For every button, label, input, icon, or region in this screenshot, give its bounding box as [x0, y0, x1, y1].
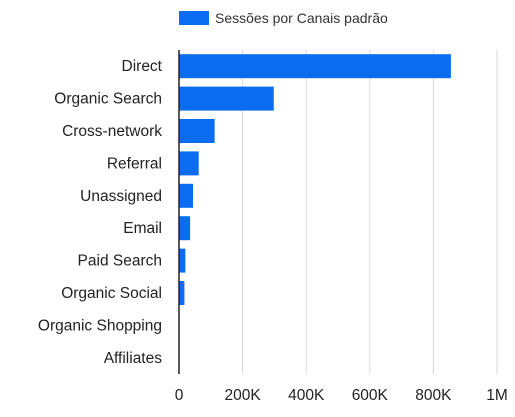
category-label: Paid Search [78, 253, 162, 270]
bar[interactable] [179, 54, 451, 79]
category-label: Direct [122, 58, 163, 75]
x-tick-label: 400K [288, 387, 325, 404]
bar[interactable] [179, 281, 185, 305]
category-label: Organic Search [54, 91, 162, 108]
bar[interactable] [179, 248, 186, 273]
category-label: Cross-network [62, 123, 162, 140]
category-label: Email [123, 220, 162, 237]
chart-legend[interactable]: Sessões por Canais padrão [179, 8, 388, 28]
category-label: Organic Social [61, 285, 162, 302]
x-tick-label: 200K [224, 387, 261, 404]
bar[interactable] [179, 119, 215, 143]
gridlines [242, 50, 498, 374]
x-tick-label: 1M [486, 387, 508, 404]
x-tick-labels: 0 200K 400K 600K 800K 1M [175, 387, 508, 404]
bar[interactable] [179, 183, 193, 208]
category-label: Referral [107, 155, 162, 172]
x-tick-label: 600K [352, 387, 389, 404]
bar[interactable] [179, 216, 191, 241]
category-label: Organic Shopping [38, 317, 162, 334]
bar[interactable] [179, 86, 274, 111]
legend-swatch [179, 11, 209, 25]
category-labels: Direct Organic Search Cross-network Referra… [38, 58, 163, 367]
x-tick-label: 800K [415, 387, 452, 404]
bars [179, 54, 451, 370]
category-label: Affiliates [104, 350, 163, 367]
category-label: Unassigned [80, 188, 162, 205]
bar[interactable] [179, 151, 199, 176]
legend-label: Sessões por Canais padrão [215, 10, 388, 26]
x-tick-label: 0 [175, 387, 184, 404]
